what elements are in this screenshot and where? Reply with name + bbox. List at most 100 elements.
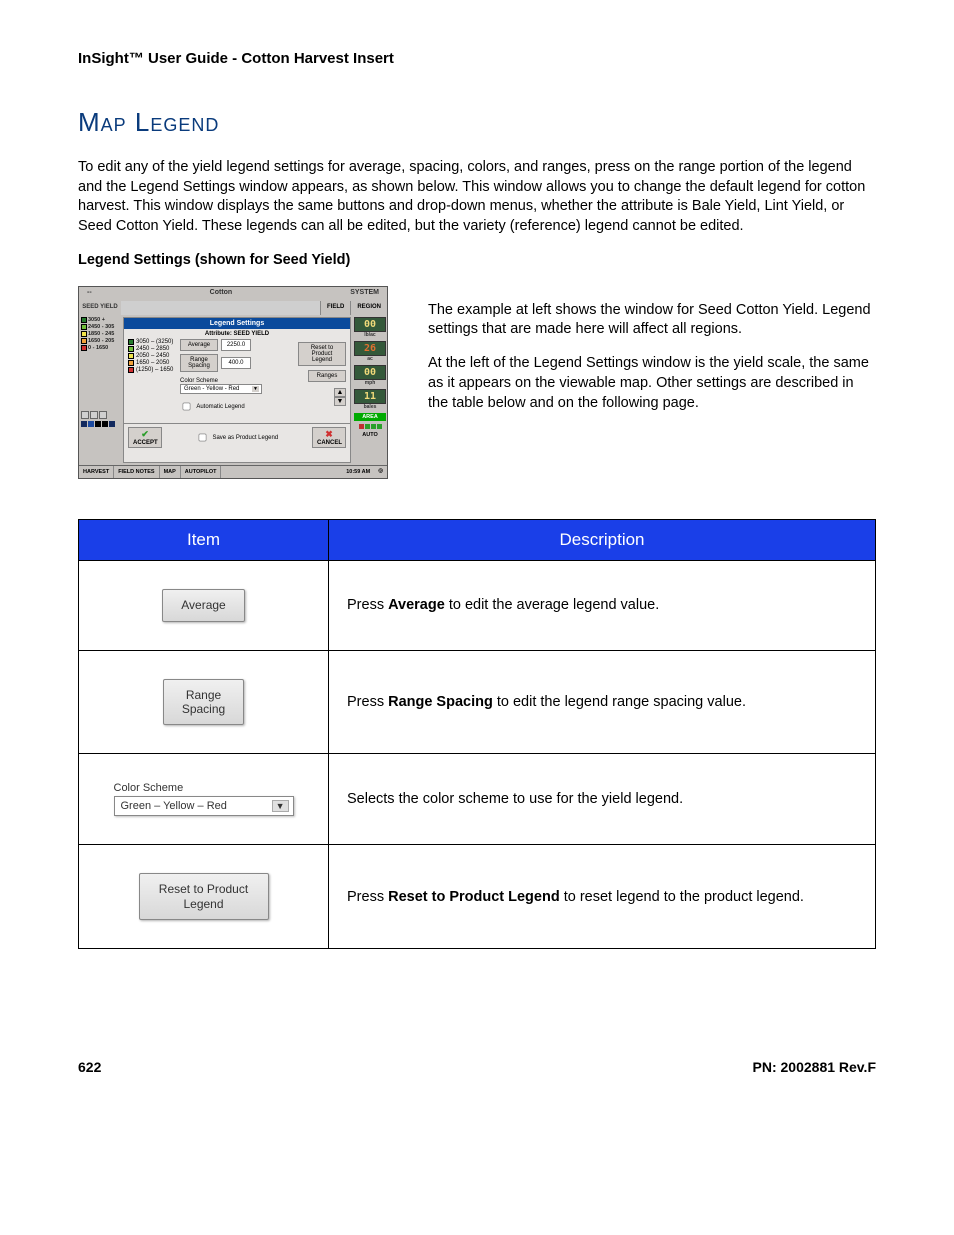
color-chip-blue2-icon [88, 421, 94, 427]
footer-notes[interactable]: FIELD NOTES [114, 466, 159, 478]
desc-cell-color-scheme: Selects the color scheme to use for the … [329, 754, 876, 845]
metric-unit: bales [354, 404, 386, 410]
topbar-system-tab[interactable]: SYSTEM [342, 287, 387, 301]
attribute-line: Attribute: SEED YIELD [124, 331, 350, 337]
ranges-button[interactable]: Ranges [308, 370, 346, 382]
footer-autopilot[interactable]: AUTOPILOT [181, 466, 222, 478]
metric-unit: lb/ac [354, 332, 386, 338]
range-swatch-icon [81, 345, 87, 351]
page-number: 622 [78, 1059, 101, 1075]
app-window: -- Cotton SYSTEM SEED YIELD FIELD REGION… [78, 286, 388, 479]
area-badge[interactable]: AREA [354, 413, 386, 421]
app-subbar: SEED YIELD FIELD REGION [79, 301, 387, 315]
accept-button[interactable]: ✔ ACCEPT [128, 427, 162, 448]
table-header-description: Description [329, 520, 876, 561]
spinner-up-icon[interactable]: ▲ [334, 388, 346, 397]
range-swatch-icon [81, 324, 87, 330]
sidebar-range-row[interactable]: 0 - 1650 [81, 345, 119, 351]
reset-button-mock[interactable]: Reset to Product Legend [139, 873, 269, 920]
range-spacing-value[interactable]: 400.0 [221, 357, 251, 369]
metric-unit: ac [354, 356, 386, 362]
sidebar-range-row[interactable]: 3050 + [81, 317, 119, 323]
pan-icon[interactable] [90, 411, 98, 419]
metric-box: 11bales [354, 389, 386, 410]
side-para-2: At the left of the Legend Settings windo… [428, 354, 876, 413]
spinner-down-icon[interactable]: ▼ [334, 397, 346, 406]
region-button[interactable]: REGION [350, 301, 387, 315]
seed-yield-label: SEED YIELD [79, 301, 121, 315]
topbar-center-tab[interactable]: Cotton [100, 287, 343, 301]
footer-time: 10:59 AM [342, 466, 374, 478]
metric-box: 00lb/ac [354, 317, 386, 338]
table-row: Average Press Average to edit the averag… [79, 561, 876, 650]
metric-value: 00 [354, 365, 386, 380]
sidebar-range-row[interactable]: 1850 - 245 [81, 331, 119, 337]
metric-box: 26ac [354, 341, 386, 362]
field-button[interactable]: FIELD [320, 301, 350, 315]
legend-settings-panel: Legend Settings Attribute: SEED YIELD 30… [123, 317, 351, 463]
average-value[interactable]: 2250.0 [221, 339, 251, 351]
legend-description-table: Item Description Average Press Average t… [78, 519, 876, 949]
legend-range-row[interactable]: 2450 – 2850 [128, 346, 176, 352]
cancel-button[interactable]: ✖ CANCEL [312, 427, 346, 448]
range-swatch-icon [81, 331, 87, 337]
subheading: Legend Settings (shown for Seed Yield) [78, 252, 876, 268]
sidebar-range-row[interactable]: 2450 - 305 [81, 324, 119, 330]
save-as-row: Save as Product Legend [168, 431, 306, 444]
range-label: 2050 – 2450 [136, 353, 169, 359]
save-as-checkbox[interactable] [198, 434, 206, 442]
page-footer: 622 PN: 2002881 Rev.F [78, 1059, 876, 1075]
layers-icon[interactable] [99, 411, 107, 419]
item-cell-reset: Reset to Product Legend [79, 845, 329, 949]
cancel-label: CANCEL [317, 440, 342, 446]
range-label: 1650 - 205 [88, 338, 114, 344]
reset-to-product-button[interactable]: Reset to Product Legend [298, 342, 346, 366]
color-scheme-dropdown[interactable]: Green - Yellow - Red [180, 384, 262, 394]
footer-map[interactable]: MAP [160, 466, 181, 478]
screenshot-and-text: -- Cotton SYSTEM SEED YIELD FIELD REGION… [78, 286, 876, 479]
average-button[interactable]: Average [180, 339, 218, 351]
save-as-label: Save as Product Legend [212, 435, 278, 441]
auto-badge: AUTO [354, 432, 386, 438]
table-row: Range Spacing Press Range Spacing to edi… [79, 650, 876, 754]
part-number: PN: 2002881 Rev.F [753, 1059, 876, 1075]
zoom-icon[interactable] [81, 411, 89, 419]
desc-cell-range-spacing: Press Range Spacing to edit the legend r… [329, 650, 876, 754]
metric-value: 11 [354, 389, 386, 404]
range-label: (1250) – 1650 [136, 367, 173, 373]
range-swatch-icon [128, 339, 134, 345]
range-spacing-button-mock[interactable]: Range Spacing [163, 679, 244, 726]
legend-range-row[interactable]: 3050 – (3250) [128, 339, 176, 345]
color-scheme-mock: Color Scheme Green – Yellow – Red [114, 782, 294, 816]
item-cell-average: Average [79, 561, 329, 650]
sidebar-range-row[interactable]: 1650 - 205 [81, 338, 119, 344]
range-column: 3050 – (3250)2450 – 28502050 – 24501650 … [128, 339, 176, 413]
auto-legend-label: Automatic Legend [196, 404, 244, 410]
legend-range-row[interactable]: (1250) – 1650 [128, 367, 176, 373]
range-label: 3050 + [88, 317, 105, 323]
color-chip-black2-icon [102, 421, 108, 427]
auto-legend-row: Automatic Legend [180, 400, 346, 413]
side-para-1: The example at left shows the window for… [428, 301, 876, 340]
footer-harvest[interactable]: HARVEST [79, 466, 114, 478]
cs-mock-label: Color Scheme [114, 782, 294, 794]
legend-range-row[interactable]: 1650 – 2050 [128, 360, 176, 366]
average-button-mock[interactable]: Average [162, 589, 244, 621]
metric-unit: mph [354, 380, 386, 386]
range-label: 2450 - 305 [88, 324, 114, 330]
range-swatch-icon [128, 353, 134, 359]
table-header-item: Item [79, 520, 329, 561]
section-heading: Map Legend [78, 107, 876, 138]
metric-value: 26 [354, 341, 386, 356]
range-spacing-button[interactable]: Range Spacing [180, 354, 218, 372]
guide-title: InSight™ User Guide - Cotton Harvest Ins… [78, 50, 876, 67]
auto-legend-checkbox[interactable] [183, 403, 191, 411]
cs-mock-dropdown[interactable]: Green – Yellow – Red [114, 796, 294, 816]
range-label: 0 - 1650 [88, 345, 108, 351]
topbar-left-tab[interactable]: -- [79, 287, 100, 301]
legend-range-row[interactable]: 2050 – 2450 [128, 353, 176, 359]
range-swatch-icon [128, 346, 134, 352]
desc-cell-reset: Press Reset to Product Legend to reset l… [329, 845, 876, 949]
range-label: 3050 – (3250) [136, 339, 173, 345]
intro-paragraph: To edit any of the yield legend settings… [78, 158, 876, 236]
